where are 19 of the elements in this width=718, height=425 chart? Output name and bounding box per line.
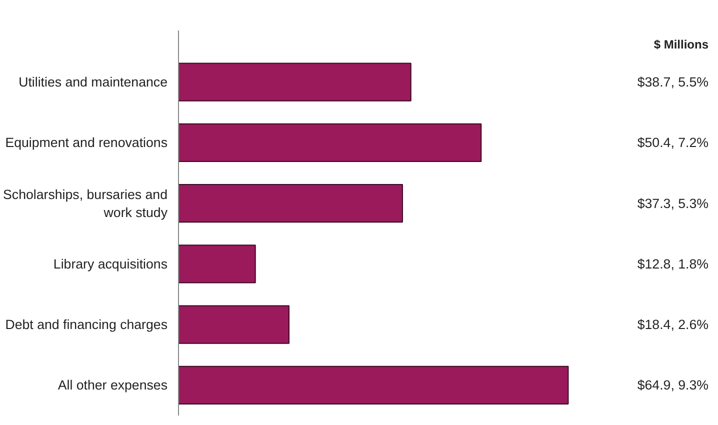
y-tick-label: All other expenses (58, 378, 168, 393)
bar (178, 123, 482, 162)
bar (178, 366, 569, 404)
bar (178, 305, 290, 344)
y-tick-label: Scholarships, bursaries and work study (3, 186, 168, 220)
bar (178, 184, 403, 223)
y-tick-label: Utilities and maintenance (18, 74, 168, 90)
data-label: $64.9, 9.3% (637, 378, 709, 393)
y-tick-label: Debt and financing charges (5, 317, 168, 332)
bar (178, 244, 256, 284)
data-label: $12.8, 1.8% (637, 256, 709, 272)
data-label: $18.4, 2.6% (637, 317, 709, 332)
data-label: $50.4, 7.2% (637, 135, 709, 150)
data-label: $38.7, 5.5% (637, 74, 709, 90)
data-label: $37.3, 5.3% (637, 196, 709, 211)
y-tick-label: Library acquisitions (53, 256, 168, 272)
bar (178, 62, 412, 102)
text: $ Millions (654, 38, 709, 52)
y-tick-label: Equipment and renovations (5, 135, 168, 150)
